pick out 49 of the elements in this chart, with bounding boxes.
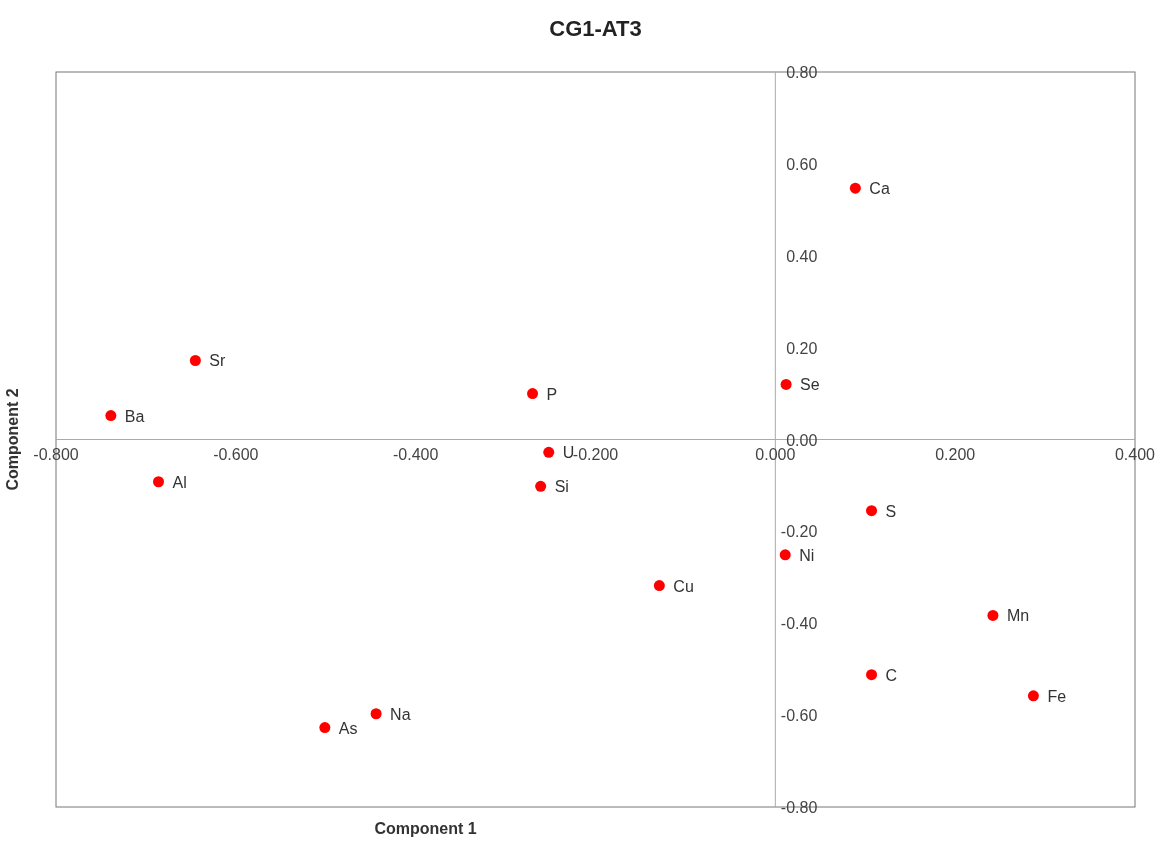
point bbox=[535, 480, 547, 492]
point bbox=[189, 354, 201, 366]
annotation: Fe bbox=[1047, 687, 1067, 705]
point bbox=[319, 722, 331, 734]
point bbox=[1027, 690, 1039, 702]
x-tick-label: -0.200 bbox=[572, 445, 619, 463]
annotation: Cu bbox=[673, 577, 694, 595]
point bbox=[779, 549, 791, 561]
annotation: Sr bbox=[209, 352, 227, 370]
annotation: C bbox=[885, 666, 898, 684]
annotation: P bbox=[546, 385, 558, 403]
annotation: As bbox=[338, 719, 358, 737]
y-tick-label: -0.40 bbox=[780, 615, 818, 633]
x-tick-label: 0.400 bbox=[1114, 445, 1156, 463]
x-tick-label: -0.600 bbox=[213, 445, 259, 463]
chart-title: CG1-AT3 bbox=[549, 16, 642, 41]
point bbox=[153, 476, 165, 488]
annotation: Se bbox=[800, 376, 820, 394]
point bbox=[849, 182, 861, 194]
y-tick-label: 0.40 bbox=[786, 247, 818, 265]
y-tick-label: -0.60 bbox=[780, 707, 818, 725]
point bbox=[370, 708, 382, 720]
annotation: Si bbox=[554, 478, 569, 496]
y-tick-label: -0.20 bbox=[780, 523, 818, 541]
point bbox=[987, 609, 999, 621]
annotation: Ca bbox=[869, 180, 890, 198]
annotation: Mn bbox=[1006, 607, 1030, 625]
x-tick-label: 0.200 bbox=[935, 445, 976, 463]
point bbox=[527, 388, 539, 400]
x-axis-title: Component 1 bbox=[374, 820, 477, 837]
point bbox=[780, 378, 792, 390]
point bbox=[866, 505, 878, 517]
x-tick-label: -0.400 bbox=[392, 445, 439, 463]
point bbox=[105, 410, 117, 422]
y-tick-label: 0.60 bbox=[786, 155, 818, 173]
y-tick-label: 0.80 bbox=[786, 64, 818, 81]
point bbox=[653, 580, 665, 592]
y-tick-label: -0.80 bbox=[780, 799, 818, 816]
annotation: S bbox=[885, 502, 897, 520]
annotation: Ni bbox=[799, 546, 815, 564]
y-axis-title: Component 2 bbox=[4, 388, 21, 491]
point bbox=[543, 446, 555, 458]
annotation: Al bbox=[172, 473, 187, 491]
x-tick-label: -0.800 bbox=[33, 445, 79, 463]
annotation: Ba bbox=[124, 407, 145, 425]
y-tick-label: 0.20 bbox=[786, 339, 818, 357]
point bbox=[866, 669, 878, 681]
annotation: U bbox=[562, 444, 575, 462]
annotation: Na bbox=[390, 705, 411, 723]
